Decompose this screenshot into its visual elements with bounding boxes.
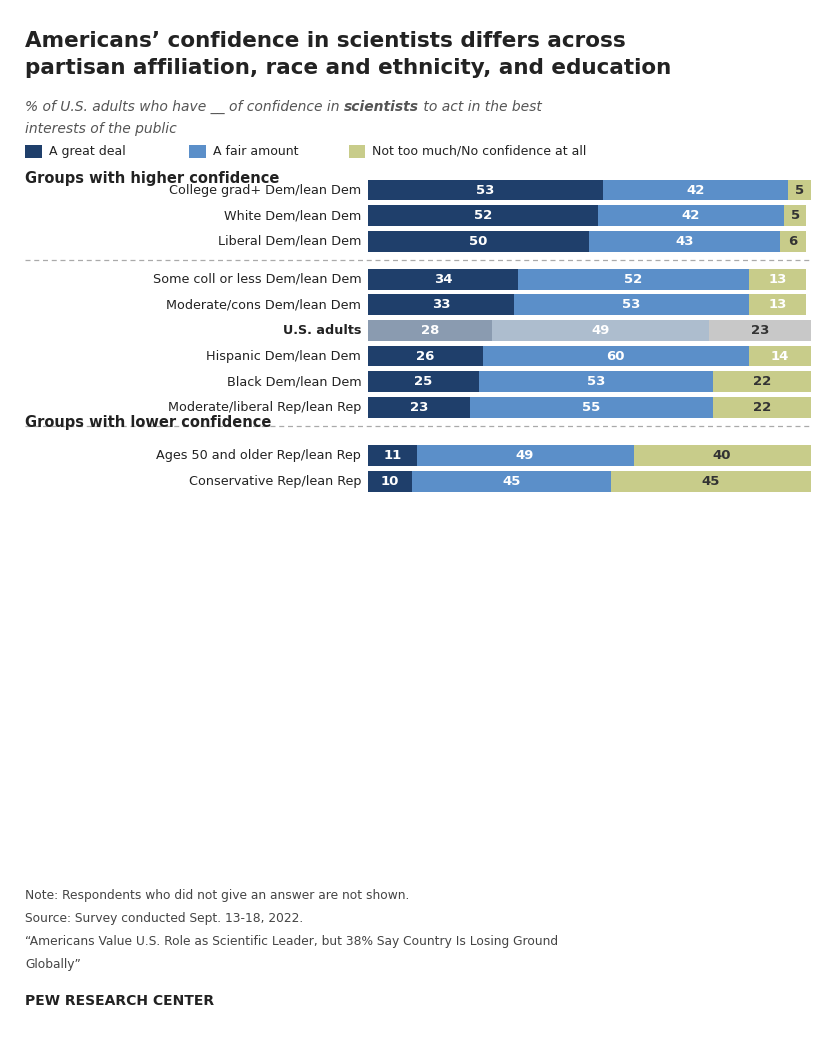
Text: Globally”: Globally”	[25, 958, 81, 971]
Text: 11: 11	[383, 449, 402, 462]
Text: 5: 5	[795, 184, 804, 196]
Text: 49: 49	[591, 324, 610, 337]
Text: 5: 5	[790, 209, 800, 222]
Text: 33: 33	[432, 299, 450, 311]
FancyBboxPatch shape	[368, 268, 518, 289]
Text: 52: 52	[624, 272, 643, 286]
Text: 10: 10	[381, 475, 399, 488]
Text: partisan affiliation, race and ethnicity, and education: partisan affiliation, race and ethnicity…	[25, 58, 671, 78]
Text: 6: 6	[788, 235, 797, 247]
FancyBboxPatch shape	[492, 319, 709, 340]
Text: A great deal: A great deal	[49, 145, 125, 158]
Text: Americans’ confidence in scientists differs across: Americans’ confidence in scientists diff…	[25, 31, 626, 51]
FancyBboxPatch shape	[612, 471, 811, 492]
Text: 42: 42	[682, 209, 701, 222]
Text: Groups with higher confidence: Groups with higher confidence	[25, 171, 280, 186]
Text: 26: 26	[417, 350, 434, 362]
Text: College grad+ Dem/lean Dem: College grad+ Dem/lean Dem	[169, 184, 361, 196]
Text: 28: 28	[421, 324, 439, 337]
Text: 14: 14	[770, 350, 789, 362]
FancyBboxPatch shape	[713, 371, 811, 392]
Text: 22: 22	[753, 401, 771, 413]
FancyBboxPatch shape	[598, 205, 784, 227]
FancyBboxPatch shape	[368, 231, 590, 252]
FancyBboxPatch shape	[470, 397, 713, 418]
FancyBboxPatch shape	[189, 144, 206, 158]
Text: 42: 42	[686, 184, 705, 196]
FancyBboxPatch shape	[412, 471, 612, 492]
FancyBboxPatch shape	[780, 231, 806, 252]
FancyBboxPatch shape	[368, 471, 412, 492]
Text: PEW RESEARCH CENTER: PEW RESEARCH CENTER	[25, 994, 214, 1007]
Text: 45: 45	[701, 475, 720, 488]
Text: 52: 52	[474, 209, 492, 222]
Text: Liberal Dem/lean Dem: Liberal Dem/lean Dem	[218, 235, 361, 247]
Text: Source: Survey conducted Sept. 13-18, 2022.: Source: Survey conducted Sept. 13-18, 20…	[25, 912, 303, 925]
Text: Groups with lower confidence: Groups with lower confidence	[25, 416, 271, 430]
FancyBboxPatch shape	[514, 294, 748, 315]
Text: 55: 55	[582, 401, 601, 413]
FancyBboxPatch shape	[748, 294, 806, 315]
FancyBboxPatch shape	[368, 205, 598, 227]
Text: interests of the public: interests of the public	[25, 122, 177, 136]
Text: 43: 43	[675, 235, 694, 247]
Text: A fair amount: A fair amount	[213, 145, 298, 158]
FancyBboxPatch shape	[368, 346, 483, 366]
Text: Ages 50 and older Rep/lean Rep: Ages 50 and older Rep/lean Rep	[156, 449, 361, 462]
Text: Moderate/liberal Rep/lean Rep: Moderate/liberal Rep/lean Rep	[168, 401, 361, 413]
Text: 22: 22	[753, 375, 771, 388]
FancyBboxPatch shape	[368, 397, 470, 418]
FancyBboxPatch shape	[789, 180, 811, 200]
Text: Black Dem/lean Dem: Black Dem/lean Dem	[227, 375, 361, 388]
FancyBboxPatch shape	[748, 346, 811, 366]
FancyBboxPatch shape	[25, 144, 42, 158]
FancyBboxPatch shape	[417, 445, 633, 466]
Text: scientists: scientists	[344, 100, 419, 114]
FancyBboxPatch shape	[368, 319, 492, 340]
FancyBboxPatch shape	[748, 268, 806, 289]
Text: 53: 53	[622, 299, 641, 311]
Text: 23: 23	[410, 401, 428, 413]
Text: % of U.S. adults who have __ of confidence in: % of U.S. adults who have __ of confiden…	[25, 100, 344, 115]
FancyBboxPatch shape	[590, 231, 780, 252]
FancyBboxPatch shape	[483, 346, 748, 366]
Text: 25: 25	[414, 375, 433, 388]
FancyBboxPatch shape	[368, 371, 479, 392]
Text: 40: 40	[713, 449, 732, 462]
Text: Some coll or less Dem/lean Dem: Some coll or less Dem/lean Dem	[153, 272, 361, 286]
Text: 53: 53	[476, 184, 495, 196]
Text: Not too much/No confidence at all: Not too much/No confidence at all	[372, 145, 586, 158]
FancyBboxPatch shape	[709, 319, 811, 340]
FancyBboxPatch shape	[602, 180, 789, 200]
Text: 49: 49	[516, 449, 534, 462]
Text: Moderate/cons Dem/lean Dem: Moderate/cons Dem/lean Dem	[166, 299, 361, 311]
Text: 60: 60	[606, 350, 625, 362]
Text: Note: Respondents who did not give an answer are not shown.: Note: Respondents who did not give an an…	[25, 889, 410, 902]
Text: 34: 34	[434, 272, 453, 286]
Text: 50: 50	[470, 235, 488, 247]
Text: 13: 13	[769, 299, 786, 311]
FancyBboxPatch shape	[784, 205, 806, 227]
Text: 13: 13	[769, 272, 786, 286]
Text: 53: 53	[586, 375, 605, 388]
FancyBboxPatch shape	[368, 445, 417, 466]
Text: U.S. adults: U.S. adults	[283, 324, 361, 337]
Text: Hispanic Dem/lean Dem: Hispanic Dem/lean Dem	[207, 350, 361, 362]
FancyBboxPatch shape	[349, 144, 365, 158]
FancyBboxPatch shape	[518, 268, 748, 289]
Text: “Americans Value U.S. Role as Scientific Leader, but 38% Say Country Is Losing G: “Americans Value U.S. Role as Scientific…	[25, 935, 559, 948]
FancyBboxPatch shape	[479, 371, 713, 392]
FancyBboxPatch shape	[368, 294, 514, 315]
FancyBboxPatch shape	[633, 445, 811, 466]
Text: Conservative Rep/lean Rep: Conservative Rep/lean Rep	[189, 475, 361, 488]
Text: to act in the best: to act in the best	[419, 100, 542, 114]
Text: White Dem/lean Dem: White Dem/lean Dem	[224, 209, 361, 222]
Text: 23: 23	[750, 324, 769, 337]
FancyBboxPatch shape	[368, 180, 602, 200]
FancyBboxPatch shape	[713, 397, 811, 418]
Text: 45: 45	[502, 475, 521, 488]
